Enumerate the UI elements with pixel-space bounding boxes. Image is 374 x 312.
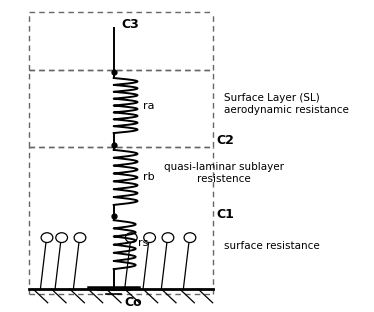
Text: Surface Layer (SL)
aerodynamic resistance: Surface Layer (SL) aerodynamic resistanc… — [224, 93, 349, 115]
Text: C1: C1 — [216, 207, 234, 221]
Text: C2: C2 — [216, 134, 234, 147]
Text: surface resistance: surface resistance — [224, 241, 319, 251]
Text: quasi-laminar sublayer
resistence: quasi-laminar sublayer resistence — [164, 162, 283, 184]
Text: C3: C3 — [121, 18, 139, 31]
Text: Co: Co — [125, 296, 142, 309]
Text: ra: ra — [143, 100, 154, 110]
Text: rb: rb — [143, 173, 154, 183]
Text: rs: rs — [138, 238, 148, 248]
